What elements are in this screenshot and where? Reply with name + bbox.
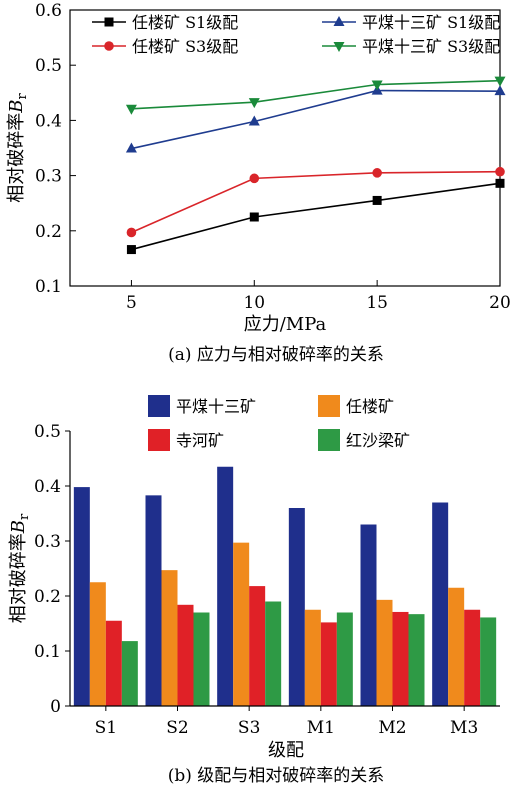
plot-a-caption: (a) 应力与相对破碎率的关系 <box>168 345 384 365</box>
plot-b-x-tick-label: S2 <box>166 718 188 738</box>
plot-b-bar <box>233 542 250 706</box>
plot-b-bar <box>408 614 425 706</box>
plot-a-y-tick-label: 0.5 <box>35 56 62 76</box>
plot-a-legend-label: 任楼矿 S3级配 <box>132 37 238 56</box>
plot-a-data-point <box>372 168 382 178</box>
plot-b-legend-swatch <box>148 395 170 417</box>
plot-a-legend-label: 平煤十三矿 S3级配 <box>362 37 500 56</box>
plot-a-legend-marker <box>104 41 114 51</box>
plot-a-x-tick-label: 5 <box>126 293 137 313</box>
plot-b-x-tick-label: S3 <box>238 718 260 738</box>
plot-a-y-label-variable: B <box>6 99 27 113</box>
plot-b-bar <box>193 612 210 706</box>
plot-b-legend-label: 任楼矿 <box>346 397 394 416</box>
plot-b-bar <box>177 604 194 706</box>
plot-a-y-axis-label: 相对破碎率Br <box>6 92 30 202</box>
plot-b-y-label-variable: B <box>8 520 29 534</box>
plot-b-bar <box>145 495 162 706</box>
plot-b-bar <box>360 524 377 706</box>
plot-a-data-point <box>495 178 505 188</box>
plot-a-data-point <box>494 76 506 87</box>
plot-a-series-line <box>131 79 501 110</box>
plot-a-series-line <box>131 89 501 150</box>
plot-b-legend-label: 平煤十三矿 <box>176 397 256 416</box>
plot-b-legend-swatch <box>148 429 170 451</box>
plot-a-data-point <box>249 173 260 184</box>
plot-a-legend-marker <box>104 17 114 27</box>
plot-b-bar <box>217 466 234 706</box>
plot-a-legend-label: 平煤十三矿 S1级配 <box>362 13 500 32</box>
plot-a-data-point <box>494 85 506 96</box>
plot-b-y-tick-label: 0.4 <box>34 477 61 497</box>
plot-b-legend-swatch <box>318 429 340 451</box>
plot-a-data-point <box>372 195 382 205</box>
plot-b-bar <box>304 609 321 706</box>
plot-b-y-tick-label: 0.3 <box>34 532 61 552</box>
plot-b-bar <box>265 601 282 706</box>
plot-b-bar <box>73 487 90 706</box>
plot-b-y-tick-label: 0.1 <box>34 642 61 662</box>
plot-a-x-tick-label: 10 <box>243 293 265 313</box>
plot-b-bar <box>288 508 305 706</box>
plot-a-data-point <box>125 142 137 153</box>
plot-a-x-tick-label: 15 <box>366 293 388 313</box>
plot-a-x-tick-label: 20 <box>489 293 511 313</box>
plot-a-data-point <box>125 104 137 115</box>
plot-b-y-tick-label: 0 <box>50 697 61 717</box>
plot-b-y-tick-label: 0.2 <box>34 587 61 607</box>
plot-b-y-label-subscript: r <box>17 513 32 520</box>
plot-a-data-point <box>495 166 505 177</box>
plot-b-bar <box>249 586 266 706</box>
plot-b-x-tick-label: M3 <box>450 718 478 738</box>
plot-b-legend-label: 红沙梁矿 <box>346 431 410 450</box>
plot-b-bar <box>376 599 393 706</box>
plot-a-y-tick-label: 0.4 <box>35 111 62 131</box>
plot-b-y-axis-label: 相对破碎率Br <box>8 513 32 623</box>
plot-a-legend-label: 任楼矿 S1级配 <box>132 13 238 32</box>
plot-a-legend-marker <box>333 42 345 52</box>
plot-a-series-line <box>131 182 501 251</box>
plot-a-data-point <box>126 227 137 238</box>
plot-b-bar <box>432 502 449 706</box>
plot-a-y-label-subscript: r <box>15 92 30 99</box>
plot-a-y-label-text: 相对破碎率 <box>6 113 27 203</box>
plot-a-frame <box>69 9 501 287</box>
plot-a-series-line <box>131 170 501 234</box>
plot-b-bar <box>121 641 138 706</box>
plot-b-x-axis-label: 级配 <box>268 740 304 761</box>
plot-b-y-tick-label: 0.5 <box>34 422 61 442</box>
plot-b-bar <box>336 612 353 706</box>
plot-a-data-point <box>249 212 259 222</box>
plot-b-legend-swatch <box>318 395 340 417</box>
plot-b-bar <box>464 609 481 706</box>
plot-b-y-label-text: 相对破碎率 <box>8 533 29 623</box>
plot-a-data-point <box>248 115 260 126</box>
plot-b-legend-label: 寺河矿 <box>176 431 224 450</box>
plot-a-x-axis-label: 应力/MPa <box>244 314 327 335</box>
plot-b-x-tick-label: M1 <box>307 718 335 738</box>
plot-a-data-point <box>248 98 260 109</box>
plot-b-bar <box>89 582 106 706</box>
plot-a-y-tick-label: 0.3 <box>35 167 62 187</box>
plot-b-bar <box>448 587 465 706</box>
plot-a-y-tick-label: 0.2 <box>35 222 62 242</box>
plot-a-data-point <box>126 245 136 255</box>
plot-b-caption: (b) 级配与相对破碎率的关系 <box>168 766 385 786</box>
plot-b-bar <box>320 622 337 706</box>
plot-a-data-point <box>371 80 383 91</box>
plot-b-x-tick-label: S1 <box>95 718 117 738</box>
plot-b-bar <box>392 611 409 706</box>
plot-a-y-tick-label: 0.1 <box>35 277 62 297</box>
plot-b-bar <box>161 570 178 706</box>
plot-a-legend-marker <box>333 16 345 26</box>
plot-b-bar <box>480 617 497 706</box>
plot-b-x-tick-label: M2 <box>378 718 406 738</box>
plot-b-bar <box>105 620 122 706</box>
plot-a-y-tick-label: 0.6 <box>35 1 62 21</box>
